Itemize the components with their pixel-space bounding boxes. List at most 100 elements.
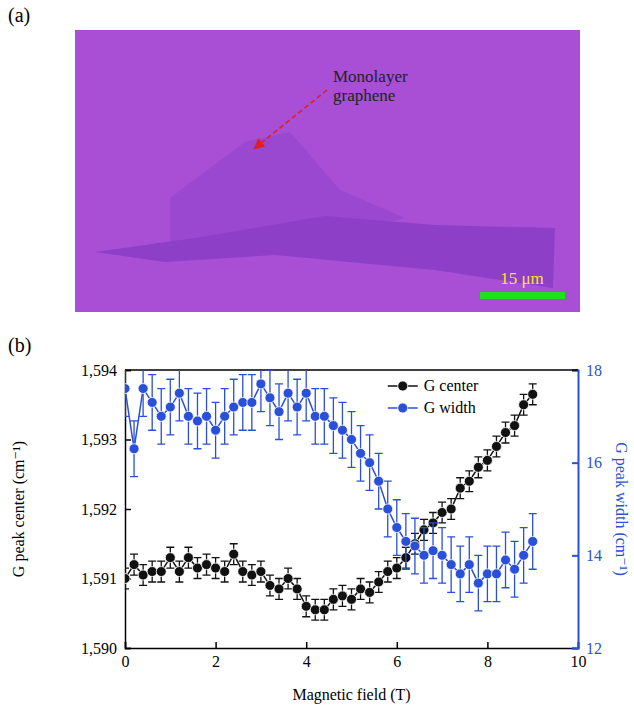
- data-point: [437, 550, 447, 560]
- x-axis-tick: 4: [303, 642, 311, 670]
- data-point: [165, 553, 175, 563]
- data-point: [165, 402, 175, 412]
- error-bar: [402, 514, 410, 570]
- data-point: [138, 384, 148, 394]
- data-point: [392, 563, 402, 573]
- series-line: [125, 394, 533, 609]
- data-point: [238, 397, 248, 407]
- error-bar: [257, 370, 265, 412]
- data-point: [482, 455, 492, 465]
- error-bar: [348, 589, 356, 610]
- data-point: [356, 448, 366, 458]
- data-point: [138, 570, 148, 580]
- data-point: [174, 388, 184, 398]
- data-point: [256, 379, 266, 389]
- error-bar: [393, 500, 401, 556]
- error-bar: [275, 384, 283, 440]
- x-axis-tick-mark: [306, 642, 308, 648]
- y2-axis-title: G peak width (cm⁻¹): [612, 442, 630, 576]
- error-bar: [293, 579, 301, 600]
- data-point: [183, 411, 193, 421]
- y2-axis-tick: 14: [572, 547, 602, 564]
- x-axis-tick-mark: [487, 642, 489, 648]
- data-point: [229, 549, 239, 559]
- y2-axis-tick-label: 14: [586, 547, 602, 564]
- error-bar: [366, 582, 374, 603]
- legend-marker: [398, 403, 408, 413]
- error-bar: [130, 421, 138, 477]
- error-bar: [420, 528, 428, 584]
- data-point: [337, 591, 347, 601]
- error-bar: [529, 384, 537, 405]
- multilayer-flake: [95, 216, 555, 288]
- error-bar: [348, 412, 356, 468]
- error-bar: [212, 558, 220, 579]
- data-point: [183, 553, 193, 563]
- panel-b: (b)02468101,5901,5911,5921,5931,59412141…: [8, 334, 630, 704]
- error-bar: [329, 398, 337, 454]
- error-bar: [284, 568, 292, 589]
- data-point: [446, 504, 456, 514]
- data-point: [283, 388, 293, 398]
- x-axis-tick-label: 6: [393, 653, 401, 670]
- error-bar: [166, 379, 174, 435]
- error-bar: [284, 370, 292, 421]
- data-point: [129, 560, 139, 570]
- data-point: [383, 504, 393, 514]
- y2-axis-tick-label: 16: [586, 454, 602, 471]
- data-point: [319, 605, 329, 615]
- legend-entry: G width: [388, 399, 476, 416]
- data-point: [174, 567, 184, 577]
- error-bar: [302, 370, 310, 421]
- error-bar: [393, 558, 401, 579]
- error-bar: [474, 555, 482, 611]
- error-bar: [357, 579, 365, 600]
- data-point: [510, 564, 520, 574]
- data-point: [265, 393, 275, 403]
- x-axis-line: [126, 642, 579, 649]
- error-bar: [193, 393, 201, 449]
- error-bar: [384, 481, 392, 537]
- error-bar: [511, 415, 519, 436]
- error-bar: [456, 478, 464, 499]
- error-bar: [266, 370, 274, 426]
- error-bar: [275, 579, 283, 600]
- x-axis-tick-mark: [215, 642, 217, 648]
- y2-axis-tick-mark: [572, 555, 578, 557]
- error-bar: [203, 389, 211, 445]
- annotation-arrow: [255, 90, 327, 148]
- data-point: [410, 541, 420, 551]
- error-bar: [366, 435, 374, 491]
- data-point: [265, 580, 275, 590]
- error-bar: [502, 422, 510, 443]
- error-bar: [230, 544, 238, 565]
- data-point: [310, 411, 320, 421]
- x-axis-tick: 8: [484, 642, 492, 670]
- data-point: [365, 587, 375, 597]
- error-bar: [320, 389, 328, 445]
- error-bar: [483, 546, 491, 602]
- y-axis-tick-label: 1,590: [81, 640, 117, 657]
- data-point: [211, 563, 221, 573]
- error-bar: [248, 565, 256, 586]
- data-point: [392, 523, 402, 533]
- error-bar: [384, 561, 392, 582]
- data-point: [292, 402, 302, 412]
- panel-a: (a)Monolayergraphene15 μm: [8, 4, 580, 312]
- x-axis-tick-mark: [397, 642, 399, 648]
- error-bar: [311, 389, 319, 445]
- data-point: [401, 536, 411, 546]
- x-axis-tick-label: 8: [484, 653, 492, 670]
- data-point: [192, 563, 202, 573]
- y2-axis-line: [572, 371, 579, 649]
- error-bar: [357, 426, 365, 482]
- error-bar: [239, 561, 247, 582]
- scale-bar: [480, 292, 565, 299]
- error-bar: [302, 596, 310, 617]
- data-point: [229, 402, 239, 412]
- y-axis-tick-label: 1,592: [81, 501, 117, 518]
- plot-frame-top: [125, 369, 578, 371]
- data-point: [455, 483, 465, 493]
- panel-label: (b): [8, 334, 31, 357]
- x-axis-tick-label: 10: [571, 653, 587, 670]
